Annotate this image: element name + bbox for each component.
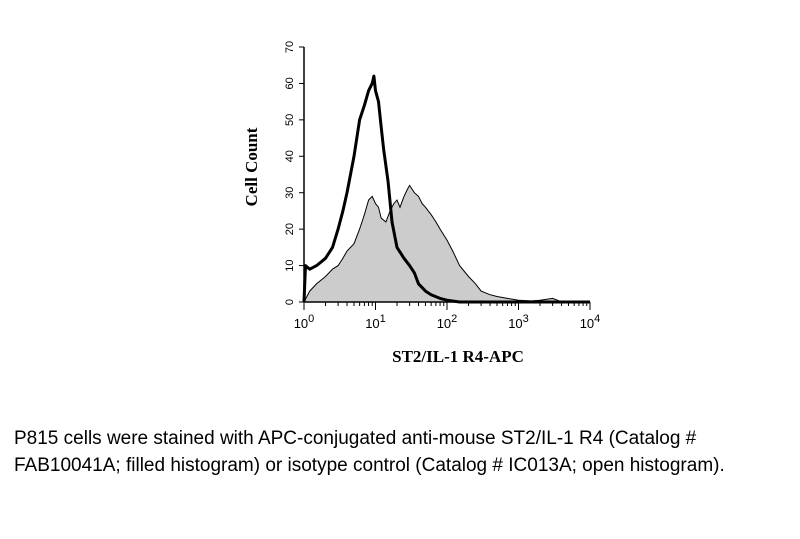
x-axis-title: ST2/IL-1 R4-APC <box>392 347 524 366</box>
x-tick-label: 103 <box>508 313 529 331</box>
figure-caption: P815 cells were stained with APC-conjuga… <box>14 428 725 476</box>
x-tick-label: 104 <box>580 313 601 331</box>
x-tick-label: 101 <box>365 313 386 331</box>
y-tick-label: 30 <box>284 187 296 199</box>
y-tick-label: 20 <box>284 223 296 235</box>
y-axis-title: Cell Count <box>242 127 261 206</box>
y-tick-label: 40 <box>284 150 296 162</box>
plot-area <box>302 74 590 304</box>
x-tick-label: 100 <box>294 313 315 331</box>
x-tick-label: 102 <box>437 313 458 331</box>
y-tick-label: 70 <box>284 41 296 53</box>
y-tick-label: 0 <box>284 299 296 305</box>
series-filled-histogram <box>303 184 590 303</box>
y-tick-label: 60 <box>284 77 296 89</box>
axes: 0 10 20 30 40 50 60 70 100 101 102 103 104 <box>284 41 600 331</box>
y-tick-label: 10 <box>284 259 296 271</box>
y-tick-label: 50 <box>284 114 296 126</box>
series-open-histogram <box>302 74 590 304</box>
histogram-chart: 0 10 20 30 40 50 60 70 100 101 102 103 104 ST2/IL-1 … <box>242 41 600 366</box>
